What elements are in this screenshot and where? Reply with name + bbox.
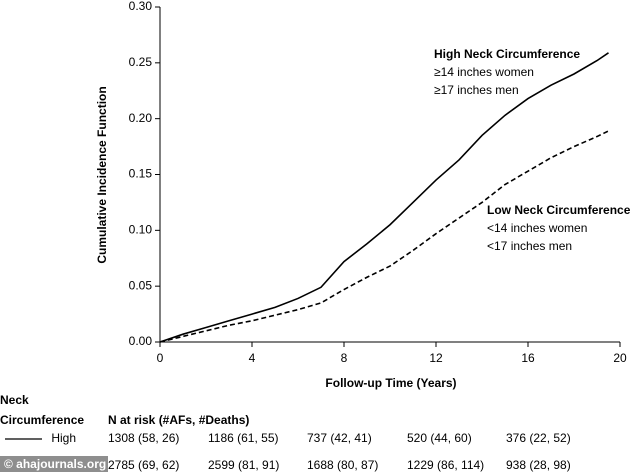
watermark-bg xyxy=(0,456,108,472)
risk-cell: 938 (28, 98) xyxy=(506,458,571,472)
risk-cell: 376 (22, 52) xyxy=(506,431,571,445)
series-note: ≥17 inches men xyxy=(434,83,519,97)
y-tick-label: 0.00 xyxy=(129,334,153,348)
series-label: High Neck Circumference xyxy=(434,47,580,61)
series-note: <17 inches men xyxy=(487,239,572,253)
series-note: ≥14 inches women xyxy=(434,65,534,79)
risk-cell: 2785 (69, 62) xyxy=(108,458,179,472)
x-tick-label: 20 xyxy=(613,351,627,365)
series-label: Low Neck Circumference xyxy=(487,203,631,217)
x-tick-label: 4 xyxy=(249,351,256,365)
risk-cell: 1688 (80, 87) xyxy=(307,458,378,472)
risk-row-label: High xyxy=(51,431,76,445)
series-note: <14 inches women xyxy=(487,221,587,235)
y-tick-label: 0.15 xyxy=(129,167,153,181)
risk-table-title: N at risk (#AFs, #Deaths) xyxy=(108,413,249,427)
y-tick-label: 0.30 xyxy=(129,0,153,13)
risk-cell: 737 (42, 41) xyxy=(307,431,372,445)
series-line xyxy=(159,130,609,343)
x-axis-label: Follow-up Time (Years) xyxy=(325,376,456,390)
risk-cell: 2599 (81, 91) xyxy=(208,458,279,472)
risk-cell: 1186 (61, 55) xyxy=(208,431,279,445)
series-line xyxy=(159,52,609,343)
risk-cell: 520 (44, 60) xyxy=(407,431,472,445)
risk-group-title: Neck xyxy=(0,393,29,407)
x-tick-label: 12 xyxy=(429,351,443,365)
x-tick-label: 0 xyxy=(157,351,164,365)
x-tick-label: 16 xyxy=(521,351,535,365)
y-tick-label: 0.20 xyxy=(129,111,153,125)
risk-group-title: Circumference xyxy=(0,413,84,427)
risk-cell: 1229 (86, 114) xyxy=(407,458,484,472)
y-tick-label: 0.05 xyxy=(129,278,153,292)
y-tick-label: 0.10 xyxy=(129,223,153,237)
y-axis-label: Cumulative Incidence Function xyxy=(95,86,109,263)
y-tick-label: 0.25 xyxy=(129,55,153,69)
x-tick-label: 8 xyxy=(341,351,348,365)
watermark: © ahajournals.org xyxy=(4,457,106,471)
risk-cell: 1308 (58, 26) xyxy=(108,431,179,445)
